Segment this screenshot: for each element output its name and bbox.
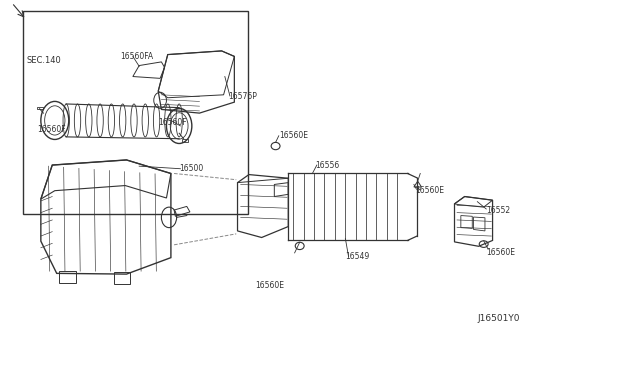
Text: 16576P: 16576P — [228, 92, 257, 101]
Text: 16552: 16552 — [486, 206, 510, 215]
Text: 16560E: 16560E — [279, 131, 308, 140]
Text: 16560F: 16560F — [158, 118, 187, 127]
Text: 16560FA: 16560FA — [120, 52, 153, 61]
Text: 16560E: 16560E — [486, 248, 515, 257]
Bar — [182, 139, 188, 142]
Text: 16560E: 16560E — [255, 281, 284, 290]
Text: 16556: 16556 — [316, 161, 340, 170]
Text: 16500: 16500 — [179, 164, 204, 173]
Text: J16501Y0: J16501Y0 — [477, 314, 520, 323]
Text: 16560F: 16560F — [38, 125, 67, 134]
Bar — [37, 106, 44, 109]
Bar — [23, 11, 248, 214]
Text: 16549: 16549 — [346, 252, 370, 261]
Text: SEC.140: SEC.140 — [27, 55, 61, 65]
Text: 16560E: 16560E — [415, 186, 444, 195]
